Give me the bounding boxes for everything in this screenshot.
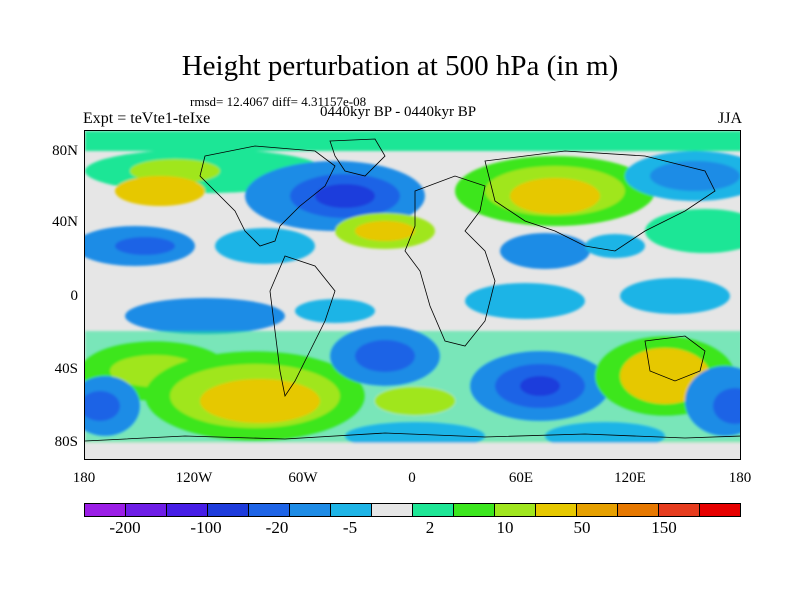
colorbar-label: 10: [496, 518, 514, 537]
colorbar-swatch: [167, 504, 208, 516]
experiment-label: Expt = teVte1-teIxe: [83, 110, 211, 127]
height-perturbation-field: [85, 131, 740, 459]
lon-label-0: 0: [408, 470, 416, 486]
lat-label-0: 0: [70, 288, 79, 304]
lon-label-120w: 120W: [175, 470, 213, 486]
contour-fill: [85, 131, 740, 459]
colorbar-swatch: [659, 504, 700, 516]
colorbar: [84, 503, 741, 517]
lon-label-180w: 180: [72, 470, 96, 486]
lat-label-80s: 80S: [54, 434, 78, 450]
colorbar-label: -5: [342, 518, 358, 537]
colorbar-label: 150: [651, 518, 677, 537]
lon-label-120e: 120E: [614, 470, 646, 486]
colorbar-label: -100: [190, 518, 222, 537]
season-label: JJA: [717, 110, 742, 127]
lon-label-60e: 60E: [508, 470, 534, 486]
plot-title: Height perturbation at 500 hPa (in m): [181, 50, 619, 82]
colorbar-swatch: [536, 504, 577, 516]
colorbar-swatch: [126, 504, 167, 516]
colorbar-swatch: [85, 504, 126, 516]
lon-label-180e: 180: [728, 470, 752, 486]
colorbar-swatch: [577, 504, 618, 516]
period-label: 0440kyr BP - 0440kyr BP: [320, 104, 477, 120]
colorbar-label: -200: [109, 518, 141, 537]
colorbar-swatch: [290, 504, 331, 516]
colorbar-swatch: [208, 504, 249, 516]
continent-outlines: [85, 138, 740, 442]
colorbar-swatch: [700, 504, 740, 516]
colorbar-swatch: [413, 504, 454, 516]
lat-label-80n: 80N: [52, 143, 78, 159]
lat-label-40s: 40S: [54, 361, 78, 377]
lat-label-40n: 40N: [52, 214, 78, 230]
colorbar-label: 50: [573, 518, 591, 537]
lon-label-60w: 60W: [288, 470, 318, 486]
colorbar-swatch: [249, 504, 290, 516]
colorbar-swatch: [495, 504, 536, 516]
colorbar-swatch: [454, 504, 495, 516]
colorbar-swatch: [618, 504, 659, 516]
colorbar-label: 2: [425, 518, 435, 537]
colorbar-swatch: [372, 504, 413, 516]
colorbar-label: -20: [265, 518, 289, 537]
stats-label: rmsd= 12.4067 diff= 4.31157e-08: [190, 94, 367, 109]
colorbar-swatch: [331, 504, 372, 516]
map-panel: [84, 130, 741, 460]
